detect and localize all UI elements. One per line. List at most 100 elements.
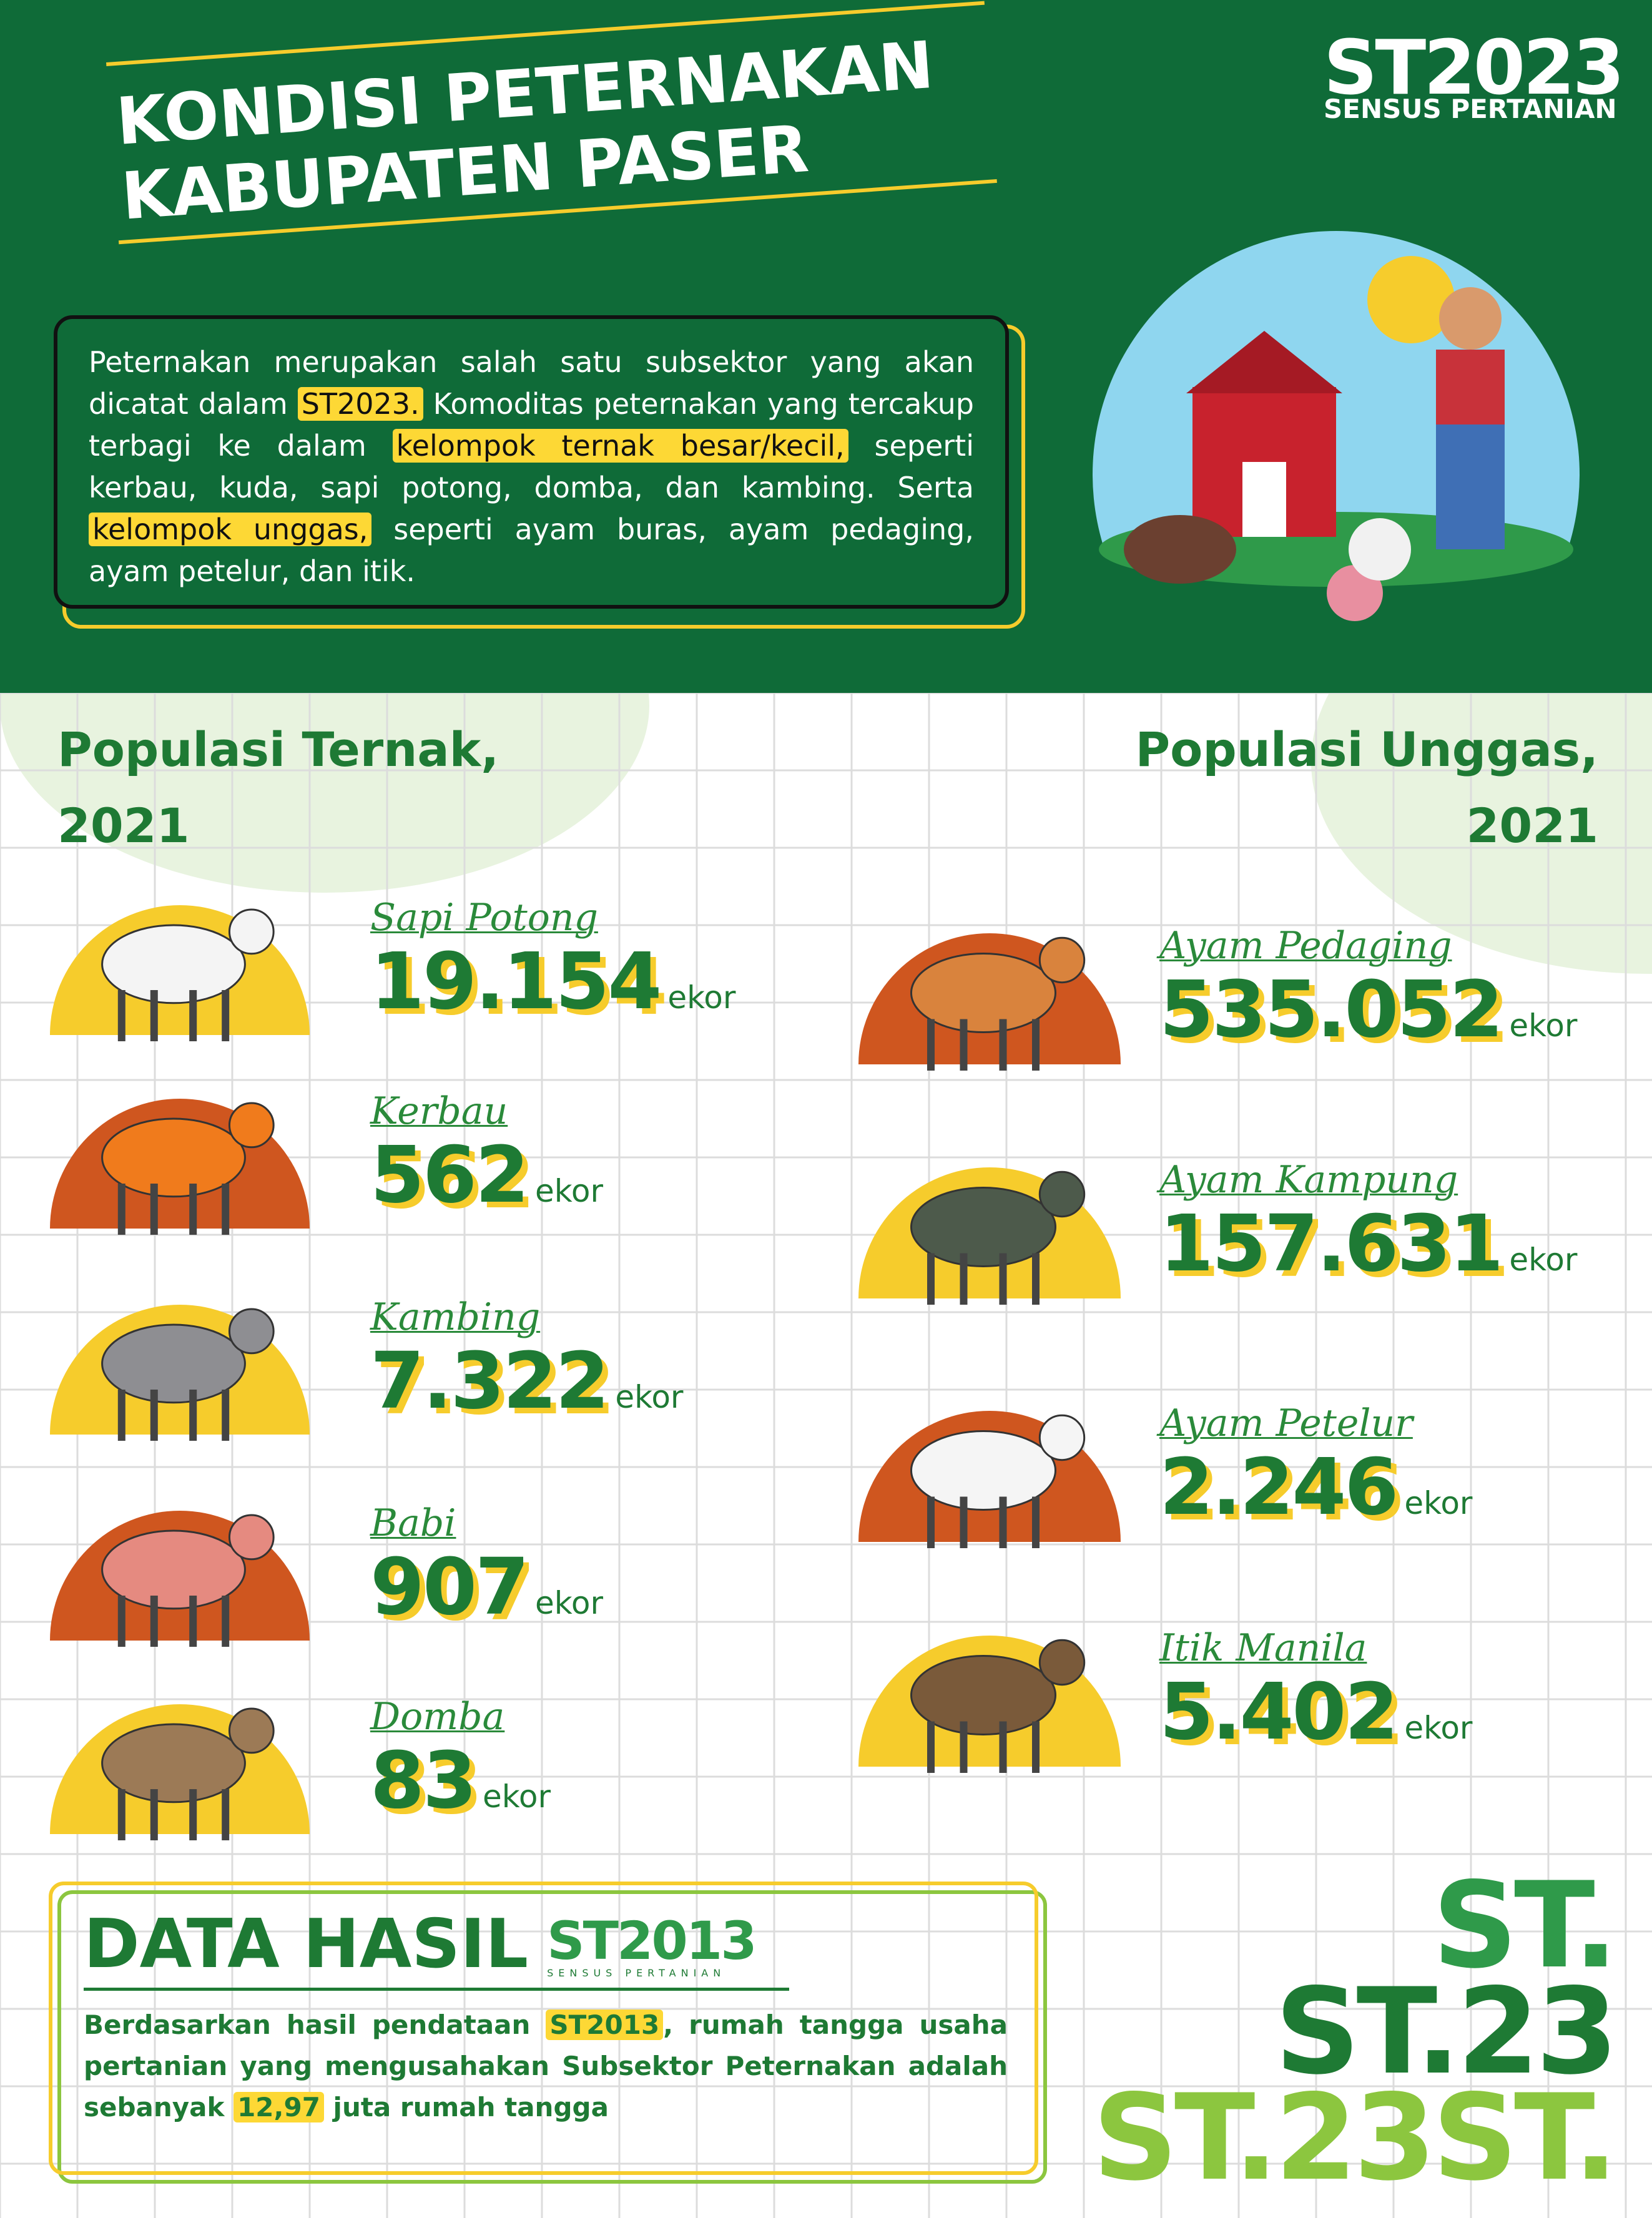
decor-line: ST.23 <box>1274 1963 1618 2101</box>
livestock-title-line: Populasi Ternak, <box>57 722 499 777</box>
animal-leg <box>1032 1721 1040 1773</box>
value-number: 2.246 <box>1159 1442 1399 1533</box>
animal-icon <box>858 1167 1121 1305</box>
value-unit: ekor <box>1404 1710 1473 1746</box>
animal-head <box>228 908 275 955</box>
item-value: 2.246 ekor <box>1159 1442 1472 1533</box>
highlight: kelompok ternak besar/kecil, <box>392 429 848 463</box>
animal-leg <box>117 1184 125 1235</box>
animal-leg <box>117 1789 125 1840</box>
value-unit: ekor <box>1509 1008 1578 1044</box>
value-unit: ekor <box>534 1585 604 1621</box>
text-run: Berdasarkan hasil pendataan <box>84 2009 546 2040</box>
decor-line: ST. <box>1432 1857 1618 1995</box>
value-number: 907 <box>370 1542 529 1632</box>
value-number: 5.402 <box>1159 1667 1399 1757</box>
item-value: 19.154 ekor <box>370 936 735 1027</box>
value-number: 562 <box>370 1130 529 1220</box>
animal-leg <box>960 1253 968 1305</box>
animal-body <box>101 1529 246 1610</box>
animal-icon <box>50 1305 310 1441</box>
animal-leg <box>927 1496 935 1548</box>
animal-leg <box>960 1496 968 1548</box>
text-run: Komoditas peternakan yang tercakup terba… <box>89 387 974 463</box>
item-name: Ayam Petelur <box>1159 1401 1413 1445</box>
animal-icon <box>50 1511 310 1647</box>
animal-leg <box>222 1390 230 1441</box>
animal-leg <box>960 1019 968 1071</box>
footer-text: Berdasarkan hasil pendataan ST2013, ruma… <box>84 2005 1008 2128</box>
footer-box: DATA HASIL ST2013 SENSUS PERTANIAN Berda… <box>49 1882 1038 2175</box>
animal-body <box>910 1430 1056 1511</box>
text-run: seperti ayam buras, ayam pedaging, ayam … <box>89 513 975 588</box>
animal-leg <box>117 1596 125 1647</box>
highlight: ST2013 <box>546 2009 664 2040</box>
animal-leg <box>1032 1496 1040 1548</box>
farm-illustration <box>1086 231 1586 693</box>
animal-leg <box>150 1596 158 1647</box>
decor-line: ST.23ST. <box>1093 2069 1618 2207</box>
highlight: kelompok unggas, <box>89 513 372 546</box>
animal-head <box>228 1514 275 1561</box>
animal-leg <box>150 1789 158 1840</box>
poultry-title-line: 2021 <box>1466 798 1598 853</box>
highlight: ST2023. <box>297 387 423 421</box>
item-name: Itik Manila <box>1159 1626 1367 1670</box>
footer-frame <box>57 1890 1047 2184</box>
item-name: Kerbau <box>370 1089 508 1133</box>
animal-leg <box>189 990 197 1041</box>
animal-head <box>228 1707 275 1754</box>
value-number: 157.631 <box>1159 1199 1503 1289</box>
animal-leg <box>150 990 158 1041</box>
animal-body <box>910 1187 1056 1267</box>
poultry-title-line: Populasi Unggas, <box>1135 722 1598 777</box>
text-run: Peternakan merupakan salah satu subsekto… <box>89 345 974 421</box>
animal-body <box>101 1723 246 1803</box>
animal-body <box>910 953 1056 1033</box>
animal-icon <box>858 1411 1121 1548</box>
item-value: 157.631 ekor <box>1159 1199 1577 1289</box>
text-run: juta rumah tangga <box>323 2092 609 2122</box>
animal-leg <box>117 990 125 1041</box>
animal-head <box>1038 936 1086 984</box>
animal-head <box>1038 1170 1086 1218</box>
footer-logo: ST2013 <box>547 1910 757 1971</box>
animal-head <box>228 1102 275 1149</box>
animal-leg <box>222 990 230 1041</box>
animal-icon <box>50 905 310 1041</box>
animal-leg <box>222 1789 230 1840</box>
animal-leg <box>927 1253 935 1305</box>
footer-title: DATA HASIL <box>84 1905 529 1983</box>
animal-body <box>101 1117 246 1198</box>
footer-logo-block: ST2013 SENSUS PERTANIAN <box>547 1910 757 1979</box>
animal-icon <box>50 1704 310 1840</box>
animal-leg <box>189 1390 197 1441</box>
animal-body <box>101 924 246 1004</box>
animal-leg <box>999 1019 1007 1071</box>
animal-leg <box>222 1596 230 1647</box>
animal-leg <box>999 1496 1007 1548</box>
animal-icon <box>50 1099 310 1235</box>
animal-head <box>228 1308 275 1355</box>
item-name: Domba <box>370 1695 505 1739</box>
animal-leg <box>117 1390 125 1441</box>
text-run: seperti kerbau, kuda, sapi potong, domba… <box>89 429 974 504</box>
item-value: 7.322 ekor <box>370 1336 683 1426</box>
animal-leg <box>927 1721 935 1773</box>
animal-leg <box>927 1019 935 1071</box>
footer-heading: DATA HASIL ST2013 SENSUS PERTANIAN <box>84 1910 789 1991</box>
item-value: 5.402 ekor <box>1159 1667 1472 1757</box>
value-unit: ekor <box>667 979 736 1016</box>
animal-leg <box>189 1596 197 1647</box>
intro-text: Peternakan merupakan salah satu subsekto… <box>54 315 1009 609</box>
animal-leg <box>999 1253 1007 1305</box>
value-unit: ekor <box>534 1173 604 1209</box>
logo-subtitle: SENSUS PERTANIAN <box>1324 94 1617 124</box>
animal-body <box>910 1655 1056 1735</box>
decor: ST. ST.23 ST.23ST. <box>1093 1857 1618 2207</box>
value-unit: ekor <box>1404 1485 1473 1521</box>
logo: ST2023 <box>1324 25 1625 112</box>
item-name: Ayam Kampung <box>1159 1158 1458 1202</box>
animal-leg <box>960 1721 968 1773</box>
